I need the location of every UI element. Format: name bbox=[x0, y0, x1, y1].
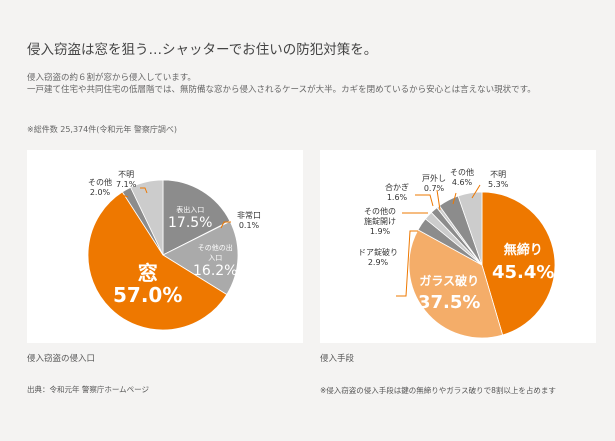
leader-line bbox=[415, 194, 434, 207]
label-other-unlocking: その他の施錠開け 1.9% bbox=[364, 207, 396, 236]
chart-caption-method: 侵入手段 bbox=[320, 354, 355, 364]
label-window: 窓 57.0% bbox=[113, 261, 183, 307]
label-unlocked: 無締り 45.4% bbox=[492, 243, 555, 283]
leader-line bbox=[220, 221, 231, 229]
chart-source: 出典：令和元年 警察庁ホームページ bbox=[27, 385, 150, 394]
leader-line bbox=[436, 189, 441, 211]
pie-slice bbox=[162, 220, 239, 296]
label-other-entrance: その他の出入口 16.2% bbox=[193, 244, 238, 279]
pie-slice bbox=[87, 191, 228, 331]
leader-line bbox=[121, 194, 129, 198]
label-door-removal: 戸外し 0.7% bbox=[422, 174, 446, 193]
pie-slice bbox=[162, 179, 231, 256]
entry-point-pie bbox=[87, 179, 239, 331]
pie-slice bbox=[408, 229, 504, 339]
label-unknown-method: 不明 5.3% bbox=[488, 170, 509, 189]
label-emergency-exit: 非常口 0.1% bbox=[237, 211, 261, 230]
label-unknown: 不明 7.1% bbox=[116, 170, 137, 189]
pie-slice bbox=[130, 179, 164, 256]
label-other: その他 2.0% bbox=[88, 178, 112, 197]
label-glass-break: ガラス破り 37.5% bbox=[418, 274, 481, 313]
pie-slice bbox=[457, 191, 483, 266]
label-door-lock-break: ドア錠破り 2.9% bbox=[358, 248, 398, 267]
leader-lines bbox=[121, 184, 481, 297]
page-title: 侵入窃盗は窓を狙う…シャッターでお住いの防犯対策を。 bbox=[27, 42, 378, 58]
lead-text-1: 侵入窃盗の約６割が窓から侵入しています。 bbox=[27, 73, 196, 83]
label-other-method: その他 4.6% bbox=[450, 168, 474, 187]
method-pie bbox=[408, 191, 556, 339]
label-front-door: 表出入口 17.5% bbox=[168, 206, 213, 231]
leader-line bbox=[396, 230, 418, 297]
chart-caption-entry: 侵入窃盗の侵入口 bbox=[27, 354, 96, 364]
label-duplicate-key: 合かぎ 1.6% bbox=[385, 183, 409, 202]
leader-line bbox=[452, 192, 457, 205]
leader-line bbox=[140, 187, 148, 194]
pie-slice bbox=[481, 191, 556, 336]
leader-line bbox=[471, 184, 481, 199]
lead-text-2: 一戸建て住宅や共同住宅の低層階では、無防備な窓から侵入されるケースが大半。カギを… bbox=[27, 85, 536, 95]
total-note: ※総件数 25,374件(令和元年 警察庁調べ) bbox=[27, 125, 178, 134]
chart-note: ※侵入窃盗の侵入手段は鍵の無締りやガラス破りで8割以上を占めます bbox=[320, 386, 556, 395]
